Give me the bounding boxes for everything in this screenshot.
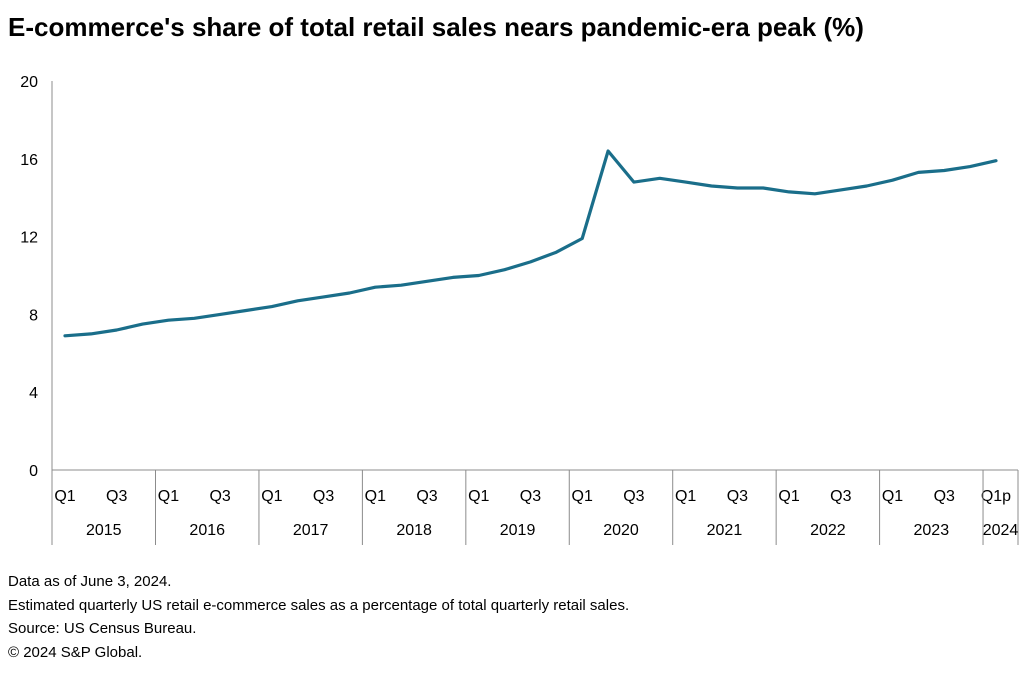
x-year-label: 2021 xyxy=(707,522,743,539)
x-quarter-label: Q1 xyxy=(468,488,489,505)
x-axis: Q1 Q3 Q1 Q3 Q1 Q3 Q1 Q3 Q1 Q3 Q1 Q3 Q1 Q3 Q1 Q3 Q1 Q3 Q1p 2… xyxy=(51,469,1019,545)
y-tick-label: 4 xyxy=(29,385,38,402)
x-quarter-label: Q1p xyxy=(981,488,1011,505)
chart-notes: Data as of June 3, 2024. Estimated quart… xyxy=(8,570,629,664)
series-line xyxy=(63,149,998,338)
y-tick-label: 0 xyxy=(29,463,38,480)
x-quarter-label: Q1 xyxy=(778,488,799,505)
x-quarter-label: Q3 xyxy=(209,488,230,505)
note-description: Estimated quarterly US retail e-commerce… xyxy=(8,596,630,614)
x-quarter-label: Q3 xyxy=(106,488,127,505)
x-year-label: 2018 xyxy=(396,522,432,539)
x-quarter-label: Q3 xyxy=(623,488,644,505)
y-axis: 0 4 8 12 16 20 xyxy=(20,74,53,480)
x-year-label: 2024 xyxy=(983,522,1019,539)
x-quarter-label: Q3 xyxy=(934,488,955,505)
y-tick-label: 12 xyxy=(20,230,38,247)
x-year-label: 2022 xyxy=(810,522,846,539)
x-quarter-label: Q1 xyxy=(572,488,593,505)
x-quarter-label: Q3 xyxy=(830,488,851,505)
y-tick-label: 20 xyxy=(20,74,38,91)
note-source: Source: US Census Bureau. xyxy=(8,620,197,637)
x-year-label: 2023 xyxy=(914,522,950,539)
x-quarter-label: Q1 xyxy=(54,488,75,505)
x-year-label: 2019 xyxy=(500,522,536,539)
note-data-date: Data as of June 3, 2024. xyxy=(8,573,172,590)
chart-title: E-commerce's share of total retail sales… xyxy=(8,12,864,42)
x-year-label: 2016 xyxy=(189,522,225,539)
x-quarter-label: Q1 xyxy=(261,488,282,505)
x-quarter-label: Q1 xyxy=(365,488,386,505)
x-quarter-label: Q3 xyxy=(416,488,437,505)
x-year-label: 2017 xyxy=(293,522,329,539)
x-quarter-label: Q3 xyxy=(727,488,748,505)
x-quarter-label: Q1 xyxy=(675,488,696,505)
x-quarter-label: Q1 xyxy=(882,488,903,505)
x-quarter-label: Q1 xyxy=(158,488,179,505)
x-quarter-label: Q3 xyxy=(520,488,541,505)
series-ecommerce-share xyxy=(63,149,998,338)
x-quarter-label: Q3 xyxy=(313,488,334,505)
note-copyright: © 2024 S&P Global. xyxy=(8,643,143,661)
x-year-label: 2015 xyxy=(86,522,122,539)
x-year-label: 2020 xyxy=(603,522,639,539)
y-tick-label: 8 xyxy=(29,307,38,324)
y-tick-label: 16 xyxy=(20,152,38,169)
